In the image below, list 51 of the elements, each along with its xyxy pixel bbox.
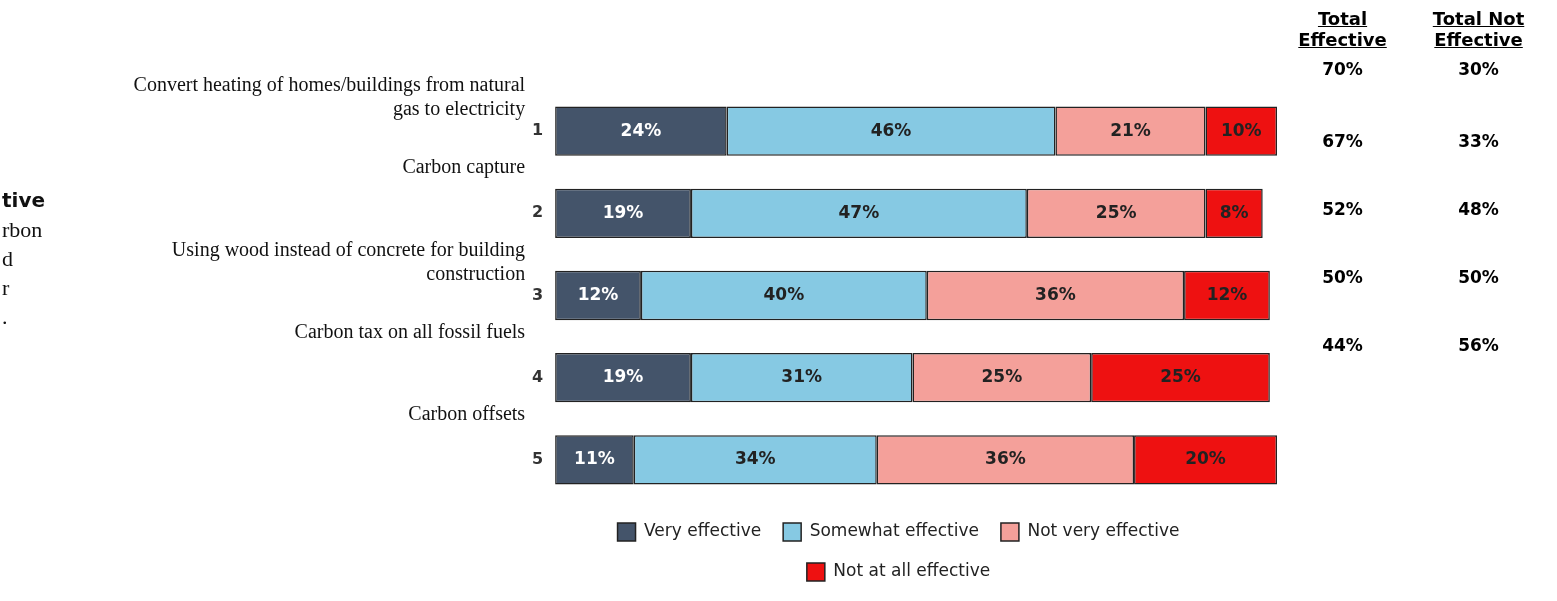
data-label: 30%	[1457, 58, 1500, 81]
data-label: 40%	[763, 283, 805, 304]
data-label: 34%	[734, 448, 776, 469]
text: .	[2, 303, 9, 331]
y-tick-label: 1	[531, 120, 544, 140]
data-label: 50%	[1321, 266, 1364, 289]
legend-label: Somewhat effective	[809, 520, 979, 541]
legend-label: Not very effective	[1027, 520, 1180, 541]
data-label: 36%	[1035, 283, 1076, 304]
category-label: Total Not Effective	[1432, 8, 1525, 50]
data-label: 33%	[1457, 130, 1500, 153]
data-label: 10%	[1220, 119, 1262, 140]
data-label: 24%	[620, 119, 662, 140]
data-label: 12%	[1206, 283, 1248, 304]
text: rbon	[2, 216, 44, 244]
data-label: 25%	[1160, 366, 1201, 387]
text: Carbon capture	[402, 155, 526, 179]
data-label: 12%	[577, 283, 619, 304]
text: r	[2, 274, 11, 302]
y-tick-label: 3	[531, 284, 544, 304]
legend-label: Not at all effective	[833, 560, 991, 581]
data-label: 48%	[1457, 198, 1500, 221]
data-label: 20%	[1185, 448, 1226, 469]
y-tick-label: 5	[531, 449, 544, 469]
data-label: 11%	[574, 448, 615, 469]
y-tick-label: 2	[531, 202, 544, 222]
text: Carbon offsets	[408, 401, 526, 424]
data-label: 56%	[1457, 334, 1500, 357]
data-label: 46%	[870, 119, 912, 140]
data-label: 67%	[1321, 130, 1364, 153]
data-label: 50%	[1457, 266, 1500, 289]
data-label: 8%	[1219, 201, 1249, 222]
data-label: 36%	[985, 448, 1026, 469]
data-label: 47%	[838, 201, 880, 222]
data-label: 70%	[1321, 58, 1364, 81]
text: Convert heating of homes/buildings from natural gas to electricity	[133, 73, 526, 121]
legend-label: Very effective	[644, 520, 762, 541]
data-label: 25%	[1095, 201, 1137, 222]
data-label: 19%	[602, 201, 644, 222]
y-tick-label: 4	[531, 366, 544, 386]
text: tive	[2, 187, 46, 214]
data-label: 19%	[602, 366, 644, 387]
data-label: 52%	[1321, 198, 1364, 221]
text: Using wood instead of concrete for building construction	[171, 237, 526, 284]
data-label: 44%	[1321, 334, 1364, 357]
category-label: Total Effective	[1298, 8, 1387, 50]
data-label: 21%	[1110, 119, 1151, 140]
data-label: 31%	[781, 366, 823, 387]
text: Carbon tax on all fossil fuels	[294, 319, 526, 342]
text: d	[2, 245, 14, 273]
data-label: 25%	[981, 366, 1023, 387]
